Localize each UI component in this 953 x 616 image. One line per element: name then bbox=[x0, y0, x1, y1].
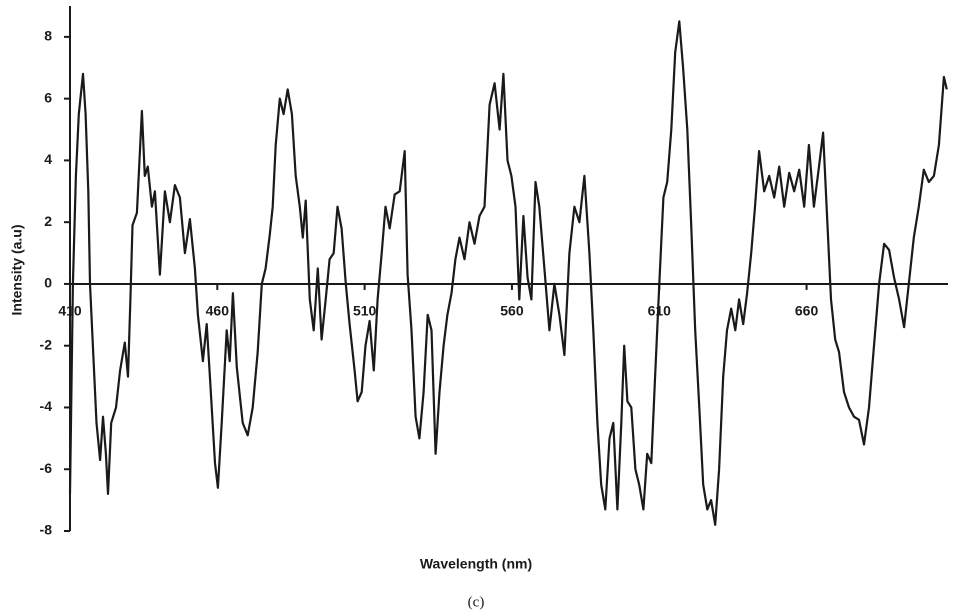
y-tick-label: -8 bbox=[40, 522, 53, 538]
y-axis-title: Intensity (a.u) bbox=[9, 224, 25, 315]
x-tick-label: 610 bbox=[648, 303, 672, 319]
y-tick-label: -2 bbox=[40, 336, 53, 352]
x-tick-label: 560 bbox=[500, 303, 524, 319]
data-line bbox=[68, 20, 948, 526]
y-tick-label: 6 bbox=[44, 89, 52, 105]
y-tick-label: -6 bbox=[40, 460, 53, 476]
y-tick-label: 0 bbox=[44, 275, 52, 291]
y-tick-label: 4 bbox=[44, 151, 52, 167]
y-tick-label: -4 bbox=[40, 398, 53, 414]
caption: (c) bbox=[468, 594, 485, 610]
y-tick-label: 2 bbox=[44, 213, 52, 229]
x-tick-label: 410 bbox=[58, 303, 82, 319]
x-tick-label: 660 bbox=[795, 303, 819, 319]
x-axis-title: Wavelength (nm) bbox=[420, 556, 532, 572]
y-tick-label: 8 bbox=[44, 28, 52, 44]
x-tick-label: 460 bbox=[206, 303, 230, 319]
x-tick-label: 510 bbox=[353, 303, 377, 319]
